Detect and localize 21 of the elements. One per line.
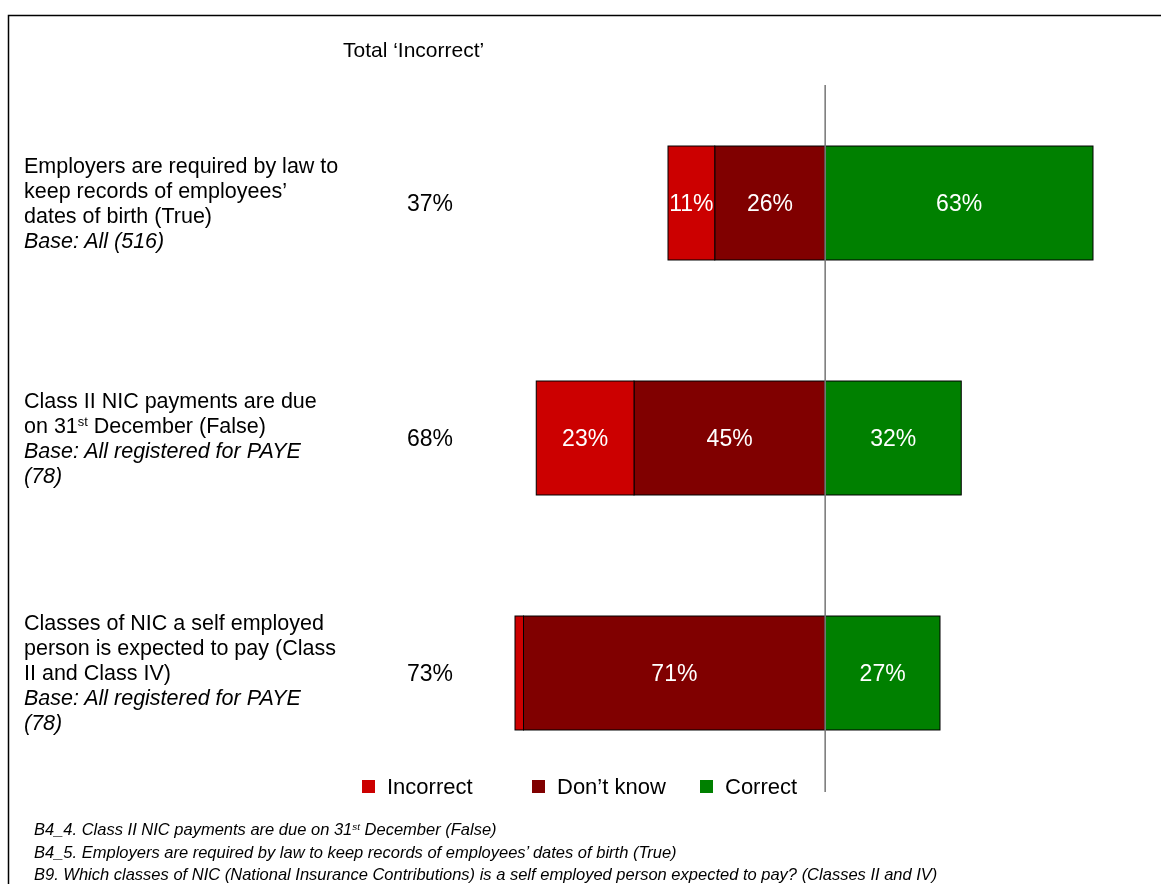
- data-label: 26%: [746, 190, 794, 216]
- legend-label: Don’t know: [557, 774, 666, 799]
- data-label: 63%: [936, 190, 983, 216]
- text: B9. Which classes of NIC (National Insurance Contributions) is a self employed person expected to pay? (Classes II and IV): [34, 865, 938, 883]
- text: 73%: [406, 660, 454, 686]
- data-label: 11%: [669, 190, 714, 216]
- text: Total ‘Incorrect’: [343, 38, 485, 61]
- y-tick-label: Employers are required by law to keep records of employees’ dates of birth (True) Base: All (516): [24, 153, 339, 253]
- text: B4_5. Employers are required by law to keep records of employees’ dates of birth (True): [34, 842, 677, 861]
- y-tick-label: Class II NIC payments are due on 31$^{st}$ December (False) Base: All registered for PAYE (78): [24, 388, 317, 488]
- text: 68%: [406, 425, 454, 451]
- legend-label: Correct: [725, 774, 798, 799]
- data-label: 71%: [651, 660, 698, 686]
- data-label: 32%: [870, 425, 917, 451]
- data-label: 45%: [706, 425, 753, 451]
- data-label: 23%: [562, 425, 609, 451]
- data-label: 27%: [859, 660, 906, 686]
- text: 37%: [406, 190, 454, 216]
- y-tick-label: Classes of NIC a self employed person is expected to pay (Class II and Class IV) Base: All registered for PAYE (78): [24, 611, 336, 735]
- legend-label: Incorrect: [387, 774, 473, 799]
- text: B4_4. Class II NIC payments are due on 31$^{st}$ December (False): [34, 820, 497, 838]
